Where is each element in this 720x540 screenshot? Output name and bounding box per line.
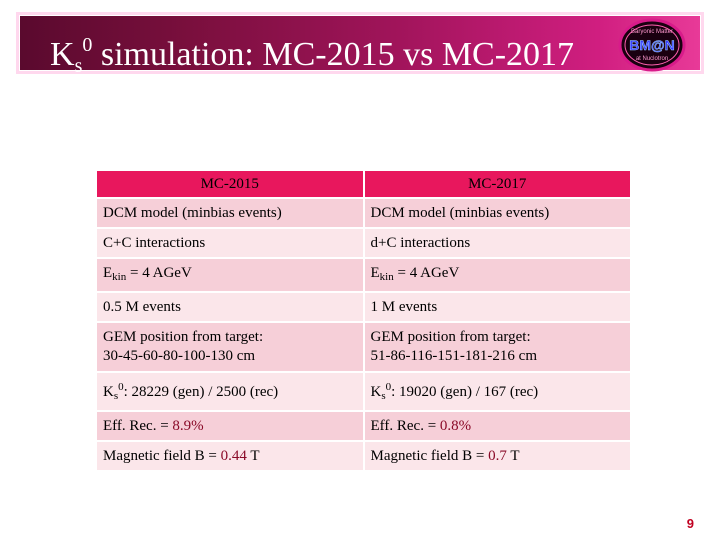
slide-title: Ks0 simulation: MC-2015 vs MC-2017 bbox=[50, 25, 574, 86]
cell-field-2017: Magnetic field B = 0.7 T bbox=[363, 441, 631, 471]
cell-ks-2017: Ks0: 19020 (gen) / 167 (rec) bbox=[363, 372, 631, 411]
energy-e: E bbox=[103, 265, 113, 281]
table-row: Ekin = 4 AGeV Ekin = 4 AGeV bbox=[96, 258, 631, 292]
energy-rest: = 4 AGeV bbox=[126, 265, 192, 281]
field-label: Magnetic field B = bbox=[103, 448, 221, 464]
ks-value-2015: : 28229 (gen) / 2500 (rec) bbox=[123, 384, 279, 400]
cell-field-2015: Magnetic field B = 0.44 T bbox=[96, 441, 364, 471]
ks-sub: s bbox=[381, 390, 386, 402]
cell-interactions-2017: d+C interactions bbox=[363, 228, 631, 258]
title-bar: Ks0 simulation: MC-2015 vs MC-2017 Baryo… bbox=[16, 12, 704, 77]
title-background: Ks0 simulation: MC-2015 vs MC-2017 Baryo… bbox=[19, 15, 701, 77]
cell-ks-2015: Ks0: 28229 (gen) / 2500 (rec) bbox=[96, 372, 364, 411]
energy-sub: kin bbox=[112, 271, 127, 283]
field-unit: T bbox=[506, 448, 520, 464]
gem-label: GEM position from target: bbox=[370, 329, 531, 345]
cell-energy-2017: Ekin = 4 AGeV bbox=[363, 258, 631, 292]
table-row: C+C interactions d+C interactions bbox=[96, 228, 631, 258]
bmn-logo-icon: Baryonic Matter BM@N at Nuclotron bbox=[618, 18, 686, 72]
table-header-row: MC-2015 MC-2017 bbox=[96, 170, 631, 198]
field-label: Magnetic field B = bbox=[370, 448, 489, 464]
ks-sup: 0 bbox=[385, 381, 392, 393]
title-rest: simulation: MC-2015 vs MC-2017 bbox=[92, 36, 575, 73]
ks-k: K bbox=[103, 384, 114, 400]
ks-sup: 0 bbox=[118, 381, 124, 393]
title-sup: 0 bbox=[82, 34, 93, 56]
gem-value-2015: 30-45-60-80-100-130 cm bbox=[103, 348, 256, 364]
table-row: Magnetic field B = 0.44 T Magnetic field… bbox=[96, 441, 631, 471]
ks-k: K bbox=[370, 384, 382, 400]
header-mc2015: MC-2015 bbox=[96, 170, 364, 198]
eff-value-2015: 8.9% bbox=[172, 418, 204, 434]
cell-eff-2017: Eff. Rec. = 0.8% bbox=[363, 411, 631, 441]
gem-value-2017: 51-86-116-151-181-216 cm bbox=[370, 348, 538, 364]
title-sub: s bbox=[74, 55, 83, 77]
energy-sub: kin bbox=[379, 271, 394, 283]
table-row: DCM model (minbias events) DCM model (mi… bbox=[96, 198, 631, 228]
header-mc2017: MC-2017 bbox=[363, 170, 631, 198]
ks-value-2017: : 19020 (gen) / 167 (rec) bbox=[391, 384, 539, 400]
cell-events-2015: 0.5 M events bbox=[96, 292, 364, 322]
energy-rest: = 4 AGeV bbox=[393, 265, 460, 281]
eff-label: Eff. Rec. = bbox=[370, 418, 440, 434]
logo-top-text: Baryonic Matter bbox=[631, 29, 673, 35]
table-row: Eff. Rec. = 8.9% Eff. Rec. = 0.8% bbox=[96, 411, 631, 441]
table-row: GEM position from target: 30-45-60-80-100… bbox=[96, 322, 631, 372]
cell-gem-2015: GEM position from target: 30-45-60-80-100… bbox=[96, 322, 364, 372]
field-value-2017: 0.7 bbox=[488, 448, 507, 464]
eff-label: Eff. Rec. = bbox=[103, 418, 173, 434]
cell-events-2017: 1 M events bbox=[363, 292, 631, 322]
cell-interactions-2015: C+C interactions bbox=[96, 228, 364, 258]
energy-e: E bbox=[370, 265, 380, 281]
eff-value-2017: 0.8% bbox=[439, 418, 472, 434]
logo-bottom-text: at Nuclotron bbox=[636, 56, 668, 62]
logo-main-text: BM@N bbox=[629, 37, 675, 53]
cell-gem-2017: GEM position from target: 51-86-116-151-1… bbox=[363, 322, 631, 372]
field-unit: T bbox=[246, 448, 260, 464]
cell-eff-2015: Eff. Rec. = 8.9% bbox=[96, 411, 364, 441]
table-row: 0.5 M events 1 M events bbox=[96, 292, 631, 322]
comparison-table: MC-2015 MC-2017 DCM model (minbias event… bbox=[96, 170, 631, 471]
title-k: K bbox=[50, 36, 75, 73]
page-number: 9 bbox=[686, 516, 694, 531]
gem-label: GEM position from target: bbox=[103, 329, 264, 345]
table-row: Ks0: 28229 (gen) / 2500 (rec) Ks0: 19020… bbox=[96, 372, 631, 411]
cell-model-2015: DCM model (minbias events) bbox=[96, 198, 364, 228]
field-value-2015: 0.44 bbox=[220, 448, 247, 464]
cell-energy-2015: Ekin = 4 AGeV bbox=[96, 258, 364, 292]
cell-model-2017: DCM model (minbias events) bbox=[363, 198, 631, 228]
ks-sub: s bbox=[113, 390, 119, 402]
